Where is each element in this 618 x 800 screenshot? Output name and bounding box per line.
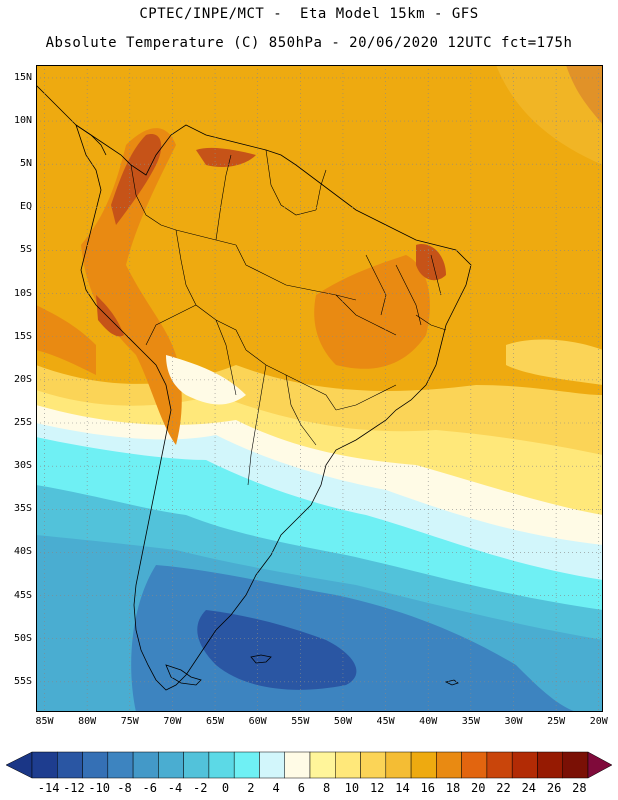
colorbar-swatch — [31, 751, 58, 779]
colorbar-tick-label: -8 — [117, 781, 132, 795]
colorbar-swatch — [259, 751, 285, 779]
lat-label: 30S — [13, 460, 32, 472]
field-warm-mid-brazil — [314, 255, 430, 369]
lat-label: 55S — [13, 675, 32, 687]
south-america-coastline — [75, 124, 472, 691]
colorbar-swatch — [385, 751, 412, 779]
lat-label: 10S — [13, 287, 32, 299]
lat-label: 5N — [19, 158, 32, 170]
lat-label: 15S — [13, 330, 32, 342]
map-subtitle: Absolute Temperature (C) 850hPa - 20/06/… — [45, 35, 573, 51]
lon-label: 25W — [547, 716, 566, 727]
field-warm-mid-coast — [36, 305, 96, 375]
lat-label: 50S — [13, 632, 32, 644]
field-yellow-east — [506, 339, 603, 385]
colorbar-swatch — [158, 751, 184, 779]
lon-label: 45W — [376, 716, 395, 727]
colorbar-tick-label: 20 — [471, 781, 486, 795]
colorbar-tick-label: 8 — [323, 781, 331, 795]
colorbar-swatch — [183, 751, 210, 779]
colorbar-swatch — [208, 751, 235, 779]
colorbar-tick-label: 22 — [496, 781, 511, 795]
colorbar-swatch — [461, 751, 488, 779]
colorbar-swatch — [82, 751, 109, 779]
colorbar-swatch — [562, 751, 589, 779]
colorbar-tick-label: 16 — [420, 781, 435, 795]
colorbar-tick-label: 6 — [297, 781, 305, 795]
colorbar-swatch — [537, 751, 563, 779]
colorbar-swatch — [360, 751, 387, 779]
lat-label: 5S — [19, 244, 32, 256]
lat-label: 40S — [13, 546, 32, 558]
colorbar-swatch — [57, 751, 83, 779]
colorbar-high-arrow — [587, 751, 613, 779]
colorbar-swatch — [132, 751, 159, 779]
field-warm-light-south — [166, 355, 246, 405]
map-frame — [36, 65, 603, 712]
lon-label: 60W — [248, 716, 267, 727]
colorbar-low-arrow — [5, 751, 33, 779]
colorbar-tick-label: 26 — [546, 781, 562, 795]
colorbar-swatch — [335, 751, 361, 779]
temperature-map[interactable] — [36, 65, 603, 712]
colorbar-tick-label: 2 — [247, 781, 255, 795]
lon-label: 65W — [206, 716, 225, 727]
south-georgia — [444, 679, 459, 686]
lon-label: 35W — [461, 716, 480, 727]
falkland-islands — [250, 654, 272, 664]
tierra-del-fuego — [165, 664, 202, 686]
colorbar-tick-label: 28 — [572, 781, 587, 795]
field-hot-colombia — [111, 134, 162, 225]
lat-label: 35S — [13, 503, 32, 515]
lon-label: 75W — [120, 716, 139, 727]
lat-label: 25S — [13, 417, 32, 428]
lat-label: EQ — [19, 201, 32, 213]
colorbar-tick-label: 0 — [221, 781, 230, 795]
field-blue-dark — [197, 610, 357, 690]
colorbar-swatch — [233, 751, 260, 779]
lat-lon-grid — [36, 65, 603, 712]
colorbar-tick-label: 10 — [344, 781, 360, 795]
field-warm-light-ne — [496, 65, 603, 165]
lat-label: 20S — [13, 373, 32, 385]
map-canvas — [36, 65, 603, 712]
colorbar-tick-label: 12 — [369, 781, 385, 795]
colorbar-tick-label: -12 — [63, 781, 85, 795]
colorbar-swatch — [309, 751, 336, 779]
lon-label: 20W — [589, 716, 608, 727]
colorbar-swatch — [107, 751, 134, 779]
lon-label: 80W — [78, 716, 97, 727]
colorbar-tick-label: 24 — [521, 781, 537, 795]
colorbar-tick-label: -4 — [167, 781, 183, 795]
colorbar-tick-label: -10 — [88, 781, 111, 795]
colorbar-swatch — [511, 751, 538, 779]
lon-label: 85W — [35, 716, 54, 727]
colorbar-tick-label: 4 — [272, 781, 280, 795]
lon-label: 30W — [504, 716, 523, 727]
colorbar-tick-label: -14 — [37, 781, 60, 795]
map-title: CPTEC/INPE/MCT - Eta Model 15km - GFS — [139, 6, 479, 22]
lon-label: 40W — [419, 716, 438, 727]
colorbar-swatch — [436, 751, 462, 779]
lon-label: 70W — [163, 716, 182, 727]
lat-label: 45S — [13, 589, 32, 601]
country-borders — [130, 149, 447, 486]
lat-label: 15N — [13, 71, 32, 83]
colorbar-swatch — [284, 751, 311, 779]
colorbar-tick-label: -6 — [142, 781, 157, 795]
field-hot-venezuela — [196, 147, 256, 167]
central-america-coastline — [36, 84, 107, 156]
colorbar-swatch — [410, 751, 437, 779]
field-hot-nebrazil — [416, 244, 446, 281]
lat-label: 10N — [13, 115, 32, 127]
colorbar-tick-label: 14 — [395, 781, 410, 795]
lon-label: 50W — [333, 716, 352, 727]
colorbar — [5, 751, 613, 779]
lon-label: 55W — [291, 716, 310, 727]
colorbar-tick-label: -2 — [193, 781, 208, 795]
colorbar-tick-label: 18 — [445, 781, 461, 795]
colorbar-swatch — [486, 751, 513, 779]
